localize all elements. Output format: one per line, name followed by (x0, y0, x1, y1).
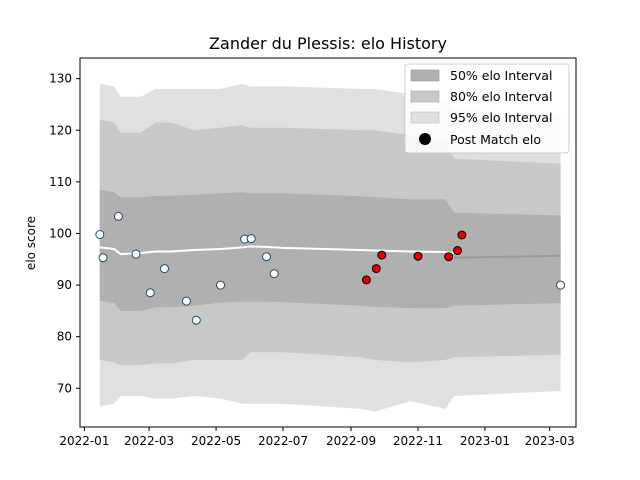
data-point-past (246, 234, 256, 244)
x-tick-label: 2023-01 (460, 434, 510, 448)
data-point-past (131, 249, 141, 259)
data-point-post-match (371, 264, 381, 274)
y-tick-label: 120 (49, 123, 72, 137)
data-point-past (191, 315, 201, 325)
legend: 50% elo Interval 80% elo Interval 95% el… (404, 63, 570, 154)
data-point-past (95, 230, 105, 239)
data-point-past (113, 211, 123, 221)
legend-label-95: 95% elo Interval (450, 110, 552, 125)
data-point-past (181, 296, 191, 306)
data-point-post-match (444, 252, 454, 262)
y-axis: 70 80 90 100 110 120 130 (49, 72, 80, 395)
data-point-post-match (413, 251, 423, 261)
x-tick-label: 2022-09 (326, 434, 376, 448)
data-point-past (216, 280, 225, 290)
data-point-past (160, 264, 169, 274)
data-point-past (98, 253, 108, 263)
legend-swatch-50 (410, 69, 440, 82)
data-point-post-match (361, 275, 371, 285)
legend-marker-post-match (419, 133, 431, 145)
y-axis-label: elo score (24, 216, 38, 270)
y-tick-label: 110 (49, 175, 72, 189)
y-tick-label: 90 (57, 278, 72, 292)
interval-bands (99, 83, 561, 412)
mean-line-future (454, 254, 561, 259)
x-axis: 2022-01 2022-03 2022-05 2022-07 2022-09 2022-… (59, 427, 575, 448)
data-point-post-match (453, 246, 462, 255)
band-50 (99, 189, 561, 311)
y-tick-label: 100 (49, 226, 72, 240)
data-point-post-match (377, 250, 387, 260)
legend-label-50: 50% elo Interval (450, 68, 552, 83)
data-point-past (262, 252, 271, 262)
legend-box (404, 63, 570, 154)
legend-swatch-95 (410, 111, 440, 124)
legend-swatch-80 (410, 90, 440, 103)
post-match-points (95, 211, 566, 325)
data-point-past (145, 288, 155, 298)
x-tick-label: 2023-03 (525, 434, 575, 448)
x-tick-label: 2022-01 (59, 434, 109, 448)
x-tick-label: 2022-11 (393, 434, 443, 448)
legend-label-post-match: Post Match elo (450, 132, 541, 147)
data-point-post-match (457, 230, 467, 240)
data-point-past (556, 280, 566, 290)
y-tick-label: 130 (49, 72, 72, 86)
x-tick-label: 2022-03 (124, 434, 174, 448)
x-tick-label: 2022-05 (191, 434, 241, 448)
plot-frame (79, 57, 577, 428)
legend-label-80: 80% elo Interval (450, 89, 552, 104)
y-tick-label: 70 (57, 381, 72, 395)
data-point-past (269, 269, 279, 279)
y-tick-label: 80 (57, 330, 72, 344)
chart-title: Zander du Plessis: elo History (209, 34, 447, 53)
x-tick-label: 2022-07 (258, 434, 308, 448)
